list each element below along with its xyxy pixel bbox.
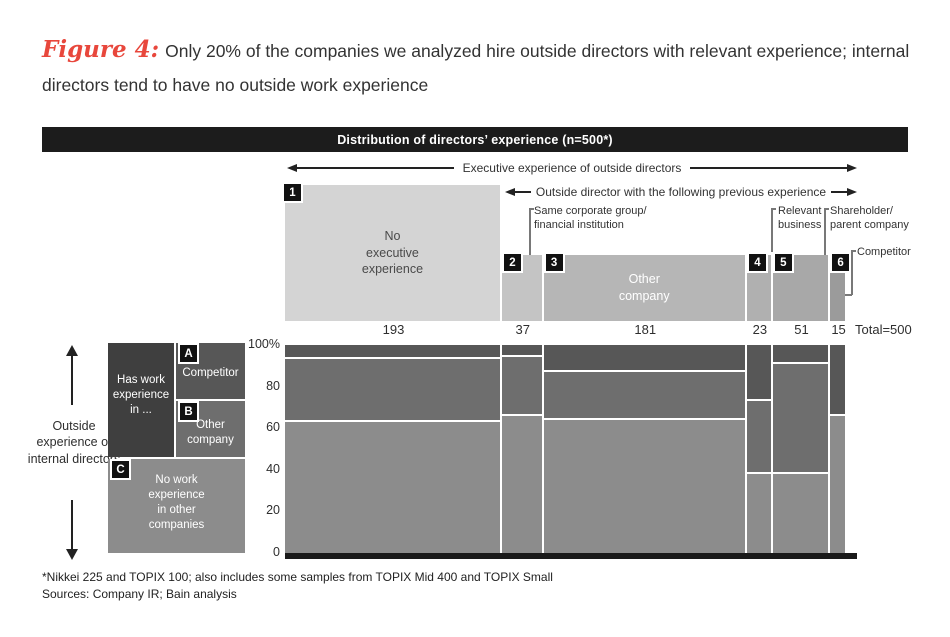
count-3: 181 bbox=[634, 322, 657, 337]
legend: Has work experience in ... Competitor Ot… bbox=[108, 343, 245, 553]
legend-no-experience-block: No work experience in other companies bbox=[108, 459, 245, 553]
experience-bar-segment-3: Other company bbox=[543, 255, 745, 321]
count-1: 193 bbox=[382, 322, 405, 337]
legend-other-company-block: Other company bbox=[176, 401, 245, 457]
callout-line bbox=[851, 250, 856, 252]
mosaic-segment-4-B bbox=[746, 399, 771, 472]
count-2: 37 bbox=[515, 322, 530, 337]
segment-badge-3: 3 bbox=[545, 254, 563, 271]
legend-badge-a: A bbox=[180, 345, 197, 362]
arrow-line bbox=[831, 191, 847, 193]
mosaic-segment-6-A bbox=[830, 345, 845, 414]
up-arrow-icon bbox=[66, 345, 78, 405]
y-tick-0: 0 bbox=[273, 545, 280, 559]
callout-line bbox=[851, 250, 853, 295]
mosaic-segment-3-A bbox=[543, 345, 745, 370]
y-tick-100: 100% bbox=[248, 337, 280, 351]
callout-relevant-business: Relevant business bbox=[778, 205, 822, 231]
inner-axis-label: Outside director with the following prev… bbox=[535, 185, 827, 199]
callout-line bbox=[841, 294, 852, 296]
footnotes: *Nikkei 225 and TOPIX 100; also includes… bbox=[42, 569, 553, 604]
mosaic-segment-5-A bbox=[772, 345, 829, 362]
count-row: Total=500 193 37 181 23 51 15 bbox=[285, 322, 945, 340]
mosaic-segment-4-A bbox=[746, 345, 771, 400]
bar-segment-label-3: Other company bbox=[618, 272, 670, 303]
legend-has-work-block: Has work experience in ... bbox=[108, 343, 174, 457]
mosaic-column-4 bbox=[746, 345, 771, 553]
count-4: 23 bbox=[752, 322, 768, 337]
mosaic-segment-1-C bbox=[285, 419, 500, 553]
callout-same-corporate-group: Same corporate group/ financial institut… bbox=[534, 205, 647, 231]
figure-label: Figure 4: bbox=[42, 36, 160, 63]
mosaic-column-2 bbox=[501, 345, 542, 553]
segment-badge-4: 4 bbox=[748, 254, 766, 271]
footnote-sample: *Nikkei 225 and TOPIX 100; also includes… bbox=[42, 570, 553, 584]
mosaic-segment-5-C bbox=[772, 471, 829, 553]
inner-axis-arrow: Outside director with the following prev… bbox=[505, 185, 857, 199]
arrow-left-icon bbox=[505, 188, 515, 196]
callout-competitor: Competitor bbox=[857, 246, 911, 258]
y-tick-80: 80 bbox=[266, 378, 280, 393]
experience-bar-segment-6 bbox=[830, 255, 845, 321]
mosaic-segment-6-C bbox=[830, 413, 845, 553]
arrow-line bbox=[297, 167, 454, 169]
mosaic-segment-5-B bbox=[772, 361, 829, 472]
y-tick-60: 60 bbox=[266, 420, 280, 435]
mosaic-column-1 bbox=[285, 345, 500, 553]
callout-line bbox=[771, 208, 776, 210]
mosaic-column-5 bbox=[772, 345, 829, 553]
callout-line bbox=[824, 208, 826, 260]
footnote-sources: Sources: Company IR; Bain analysis bbox=[42, 587, 237, 602]
experience-bar-segment-4 bbox=[746, 255, 771, 321]
segment-badge-1: 1 bbox=[284, 184, 301, 201]
x-axis-baseline bbox=[285, 553, 857, 559]
arrow-left-icon bbox=[287, 164, 297, 172]
y-tick-20: 20 bbox=[266, 503, 280, 518]
mosaic-column-6 bbox=[830, 345, 845, 553]
total-label: Total=500 bbox=[855, 322, 912, 337]
mosaic-segment-1-A bbox=[285, 345, 500, 358]
outer-axis-arrow: Executive experience of outside director… bbox=[287, 161, 858, 175]
callout-shareholder-parent: Shareholder/ parent company bbox=[830, 205, 909, 231]
callout-line bbox=[771, 208, 773, 252]
experience-bar-segment-1: No executive experience bbox=[285, 185, 500, 321]
arrow-line bbox=[690, 167, 848, 169]
top-bar: No executive experience 1 2 Other company 3 4… bbox=[284, 184, 850, 321]
y-axis-title: Outside experience of internal directors bbox=[27, 419, 121, 466]
figure-title: Figure 4: Only 20% of the companies we an… bbox=[42, 30, 922, 101]
mosaic-segment-1-B bbox=[285, 357, 500, 420]
callout-line bbox=[529, 208, 531, 257]
y-tick-40: 40 bbox=[266, 461, 280, 476]
count-6: 15 bbox=[831, 322, 846, 337]
figure-title-text: Only 20% of the companies we analyzed hi… bbox=[42, 41, 910, 96]
segment-badge-5: 5 bbox=[774, 254, 792, 271]
mosaic-segment-2-A bbox=[501, 345, 542, 356]
down-arrow-icon bbox=[66, 500, 78, 560]
arrow-line bbox=[515, 191, 531, 193]
bar-segment-label-1: No executive experience bbox=[361, 228, 424, 277]
mosaic-segment-4-C bbox=[746, 471, 771, 553]
outer-axis-label: Executive experience of outside director… bbox=[462, 161, 682, 175]
segment-badge-6: 6 bbox=[832, 254, 850, 271]
y-axis: 100% 80 60 40 20 0 bbox=[228, 337, 280, 559]
mosaic-segment-3-C bbox=[543, 417, 745, 553]
arrow-right-icon bbox=[847, 164, 858, 172]
legend-badge-b: B bbox=[180, 403, 197, 420]
legend-badge-c: C bbox=[112, 461, 129, 478]
mosaic-segment-3-B bbox=[543, 369, 745, 418]
mosaic-segment-2-C bbox=[501, 413, 542, 553]
mosaic-column-3 bbox=[543, 345, 745, 553]
chart-header-title: Distribution of directors’ experience (n… bbox=[337, 132, 613, 147]
segment-badge-2: 2 bbox=[503, 254, 521, 271]
count-5: 51 bbox=[794, 322, 809, 337]
mosaic-segment-2-B bbox=[501, 355, 542, 414]
mosaic-chart bbox=[285, 345, 847, 553]
callout-line bbox=[824, 208, 829, 210]
chart-header-bar: Distribution of directors’ experience (n… bbox=[42, 127, 908, 152]
callout-line bbox=[529, 208, 534, 210]
arrow-right-icon bbox=[847, 188, 857, 196]
